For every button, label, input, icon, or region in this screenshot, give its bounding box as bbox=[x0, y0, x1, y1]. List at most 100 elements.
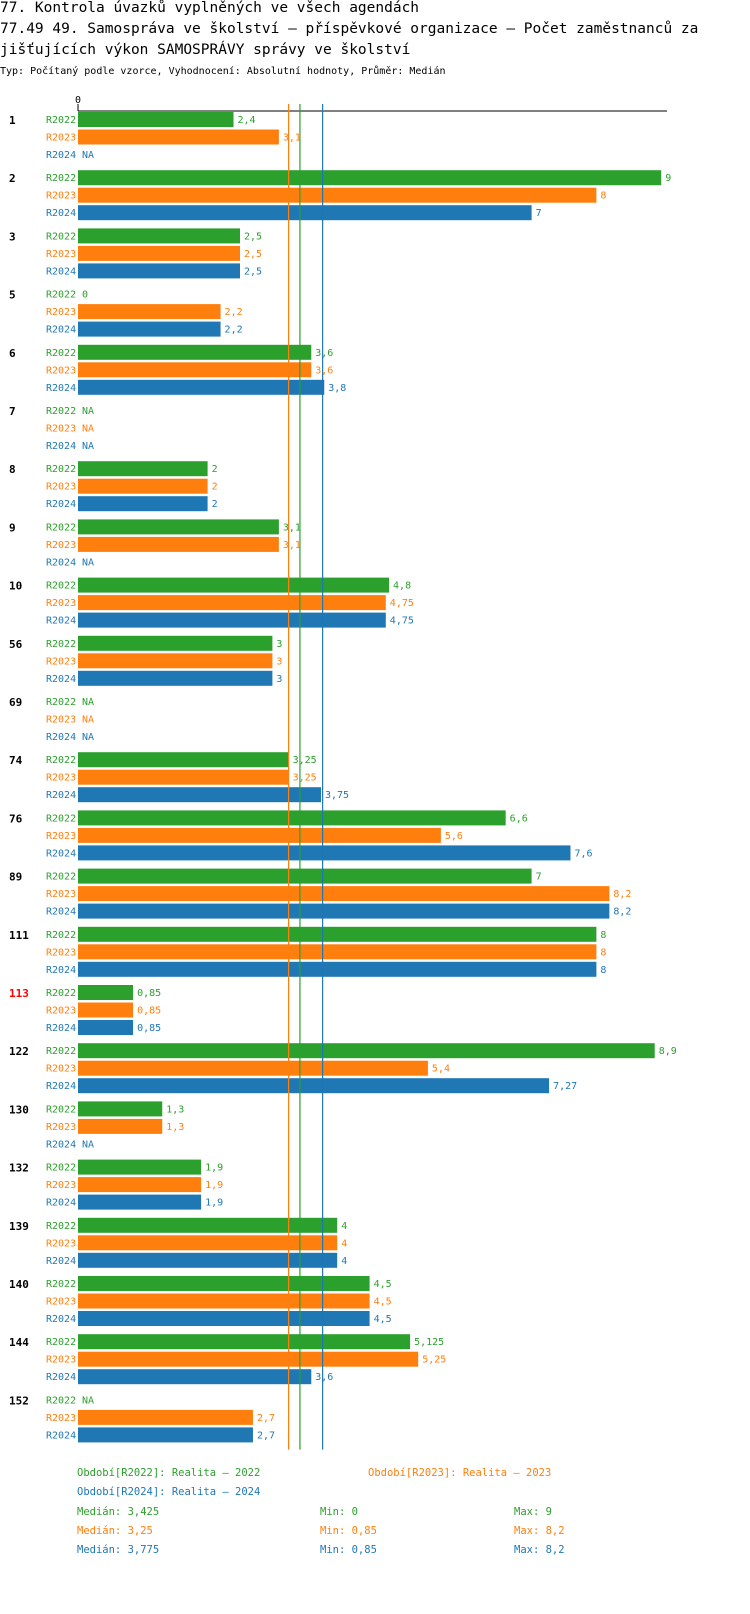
bar-140-R2023 bbox=[78, 1293, 370, 1309]
bar-111-R2023 bbox=[78, 944, 597, 960]
legend-r2023: Období[R2023]: Realita – 2023 bbox=[368, 1467, 552, 1479]
group-label-5: 5 bbox=[9, 289, 16, 302]
bar-140-R2024 bbox=[78, 1311, 370, 1326]
value-label-10-R2022: 4,8 bbox=[393, 581, 411, 592]
series-label-111-R2023: R2023 bbox=[46, 947, 76, 958]
value-label-6-R2023: 3,6 bbox=[315, 365, 333, 376]
bar-132-R2024 bbox=[78, 1194, 202, 1210]
bar-3-R2024 bbox=[78, 263, 240, 279]
bar-113-R2024 bbox=[78, 1020, 134, 1035]
series-label-9-R2023: R2023 bbox=[46, 540, 76, 551]
series-label-74-R2022: R2022 bbox=[46, 755, 76, 766]
bar-3-R2022 bbox=[78, 228, 240, 244]
value-label-89-R2022: 7 bbox=[536, 872, 542, 883]
group-label-7: 7 bbox=[9, 405, 16, 418]
value-label-56-R2024: 3 bbox=[276, 674, 282, 685]
legend-r2024: Období[R2024]: Realita – 2024 bbox=[77, 1486, 261, 1498]
bar-140-R2022 bbox=[78, 1276, 370, 1291]
bar-132-R2023 bbox=[78, 1177, 202, 1193]
value-label-122-R2024: 7,27 bbox=[553, 1081, 577, 1092]
value-label-7-R2024: NA bbox=[82, 441, 94, 452]
value-label-111-R2024: 8 bbox=[600, 965, 606, 976]
bar-76-R2022 bbox=[78, 810, 506, 826]
group-label-89: 89 bbox=[9, 871, 22, 884]
stat-max-r2024: Max: 8,2 bbox=[514, 1544, 565, 1556]
bar-122-R2023 bbox=[78, 1060, 428, 1076]
value-label-69-R2022: NA bbox=[82, 697, 94, 708]
series-label-74-R2024: R2024 bbox=[46, 790, 76, 801]
value-label-5-R2023: 2,2 bbox=[225, 307, 243, 318]
value-label-139-R2022: 4 bbox=[341, 1221, 347, 1232]
value-label-74-R2023: 3,25 bbox=[293, 773, 317, 784]
legend-r2022: Období[R2022]: Realita – 2022 bbox=[77, 1467, 261, 1479]
value-label-7-R2022: NA bbox=[82, 406, 94, 417]
bar-8-R2024 bbox=[78, 496, 208, 512]
series-label-2-R2022: R2022 bbox=[46, 173, 76, 184]
bar-130-R2022 bbox=[78, 1101, 163, 1117]
series-label-132-R2024: R2024 bbox=[46, 1198, 76, 1209]
bar-139-R2024 bbox=[78, 1252, 338, 1268]
value-label-6-R2024: 3,8 bbox=[328, 383, 346, 394]
value-label-6-R2022: 3,6 bbox=[315, 348, 333, 359]
series-label-10-R2024: R2024 bbox=[46, 616, 76, 627]
value-label-69-R2024: NA bbox=[82, 732, 94, 743]
value-label-10-R2023: 4,75 bbox=[390, 598, 414, 609]
group-label-139: 139 bbox=[9, 1220, 29, 1233]
series-label-140-R2024: R2024 bbox=[46, 1314, 76, 1325]
group-label-113: 113 bbox=[9, 987, 29, 1000]
series-label-122-R2024: R2024 bbox=[46, 1081, 76, 1092]
bar-74-R2024 bbox=[78, 787, 321, 803]
series-label-1-R2024: R2024 bbox=[46, 150, 76, 161]
series-label-56-R2024: R2024 bbox=[46, 674, 76, 685]
series-label-8-R2022: R2022 bbox=[46, 464, 76, 475]
value-label-111-R2022: 8 bbox=[600, 930, 606, 941]
series-label-144-R2023: R2023 bbox=[46, 1355, 76, 1366]
value-label-3-R2023: 2,5 bbox=[244, 249, 262, 260]
value-label-3-R2024: 2,5 bbox=[244, 266, 262, 277]
value-label-2-R2023: 8 bbox=[600, 191, 606, 202]
series-label-122-R2023: R2023 bbox=[46, 1064, 76, 1075]
value-label-139-R2023: 4 bbox=[341, 1238, 347, 1249]
value-label-89-R2024: 8,2 bbox=[613, 907, 631, 918]
bar-76-R2023 bbox=[78, 827, 441, 843]
bar-1-R2023 bbox=[78, 129, 279, 145]
series-label-130-R2022: R2022 bbox=[46, 1104, 76, 1115]
series-label-1-R2022: R2022 bbox=[46, 115, 76, 126]
series-label-113-R2024: R2024 bbox=[46, 1023, 76, 1034]
group-label-10: 10 bbox=[9, 580, 22, 593]
bar-56-R2023 bbox=[78, 653, 273, 669]
bar-89-R2023 bbox=[78, 886, 610, 902]
bar-144-R2023 bbox=[78, 1351, 419, 1367]
chart-title-line-1: 77. Kontrola úvazků vyplněných ve všech … bbox=[0, 0, 420, 16]
bar-2-R2024 bbox=[78, 205, 532, 221]
series-label-132-R2022: R2022 bbox=[46, 1163, 76, 1174]
value-label-130-R2022: 1,3 bbox=[166, 1104, 184, 1115]
series-label-7-R2024: R2024 bbox=[46, 441, 76, 452]
value-label-56-R2023: 3 bbox=[276, 656, 282, 667]
chart-title-line-3: jišťujících výkon SAMOSPRÁVY správy ve š… bbox=[0, 42, 411, 58]
value-label-2-R2024: 7 bbox=[536, 208, 542, 219]
group-label-8: 8 bbox=[9, 463, 16, 476]
bar-1-R2022 bbox=[78, 112, 234, 127]
value-label-152-R2023: 2,7 bbox=[257, 1413, 275, 1424]
value-label-140-R2022: 4,5 bbox=[374, 1279, 392, 1290]
value-label-152-R2022: NA bbox=[82, 1395, 94, 1406]
value-label-132-R2022: 1,9 bbox=[205, 1163, 223, 1174]
bar-2-R2022 bbox=[78, 170, 662, 186]
series-label-3-R2024: R2024 bbox=[46, 266, 76, 277]
group-label-76: 76 bbox=[9, 812, 23, 825]
value-label-76-R2024: 7,6 bbox=[574, 848, 592, 859]
bar-139-R2023 bbox=[78, 1235, 338, 1251]
value-label-152-R2024: 2,7 bbox=[257, 1430, 275, 1441]
value-label-122-R2023: 5,4 bbox=[432, 1064, 450, 1075]
value-label-76-R2022: 6,6 bbox=[510, 813, 528, 824]
value-label-5-R2022: 0 bbox=[82, 290, 88, 301]
bar-111-R2024 bbox=[78, 961, 597, 977]
group-label-152: 152 bbox=[9, 1394, 29, 1407]
value-label-144-R2023: 5,25 bbox=[422, 1355, 446, 1366]
bar-6-R2024 bbox=[78, 379, 325, 395]
series-label-113-R2022: R2022 bbox=[46, 988, 76, 999]
series-label-10-R2022: R2022 bbox=[46, 581, 76, 592]
group-label-130: 130 bbox=[9, 1103, 29, 1116]
series-label-132-R2023: R2023 bbox=[46, 1180, 76, 1191]
